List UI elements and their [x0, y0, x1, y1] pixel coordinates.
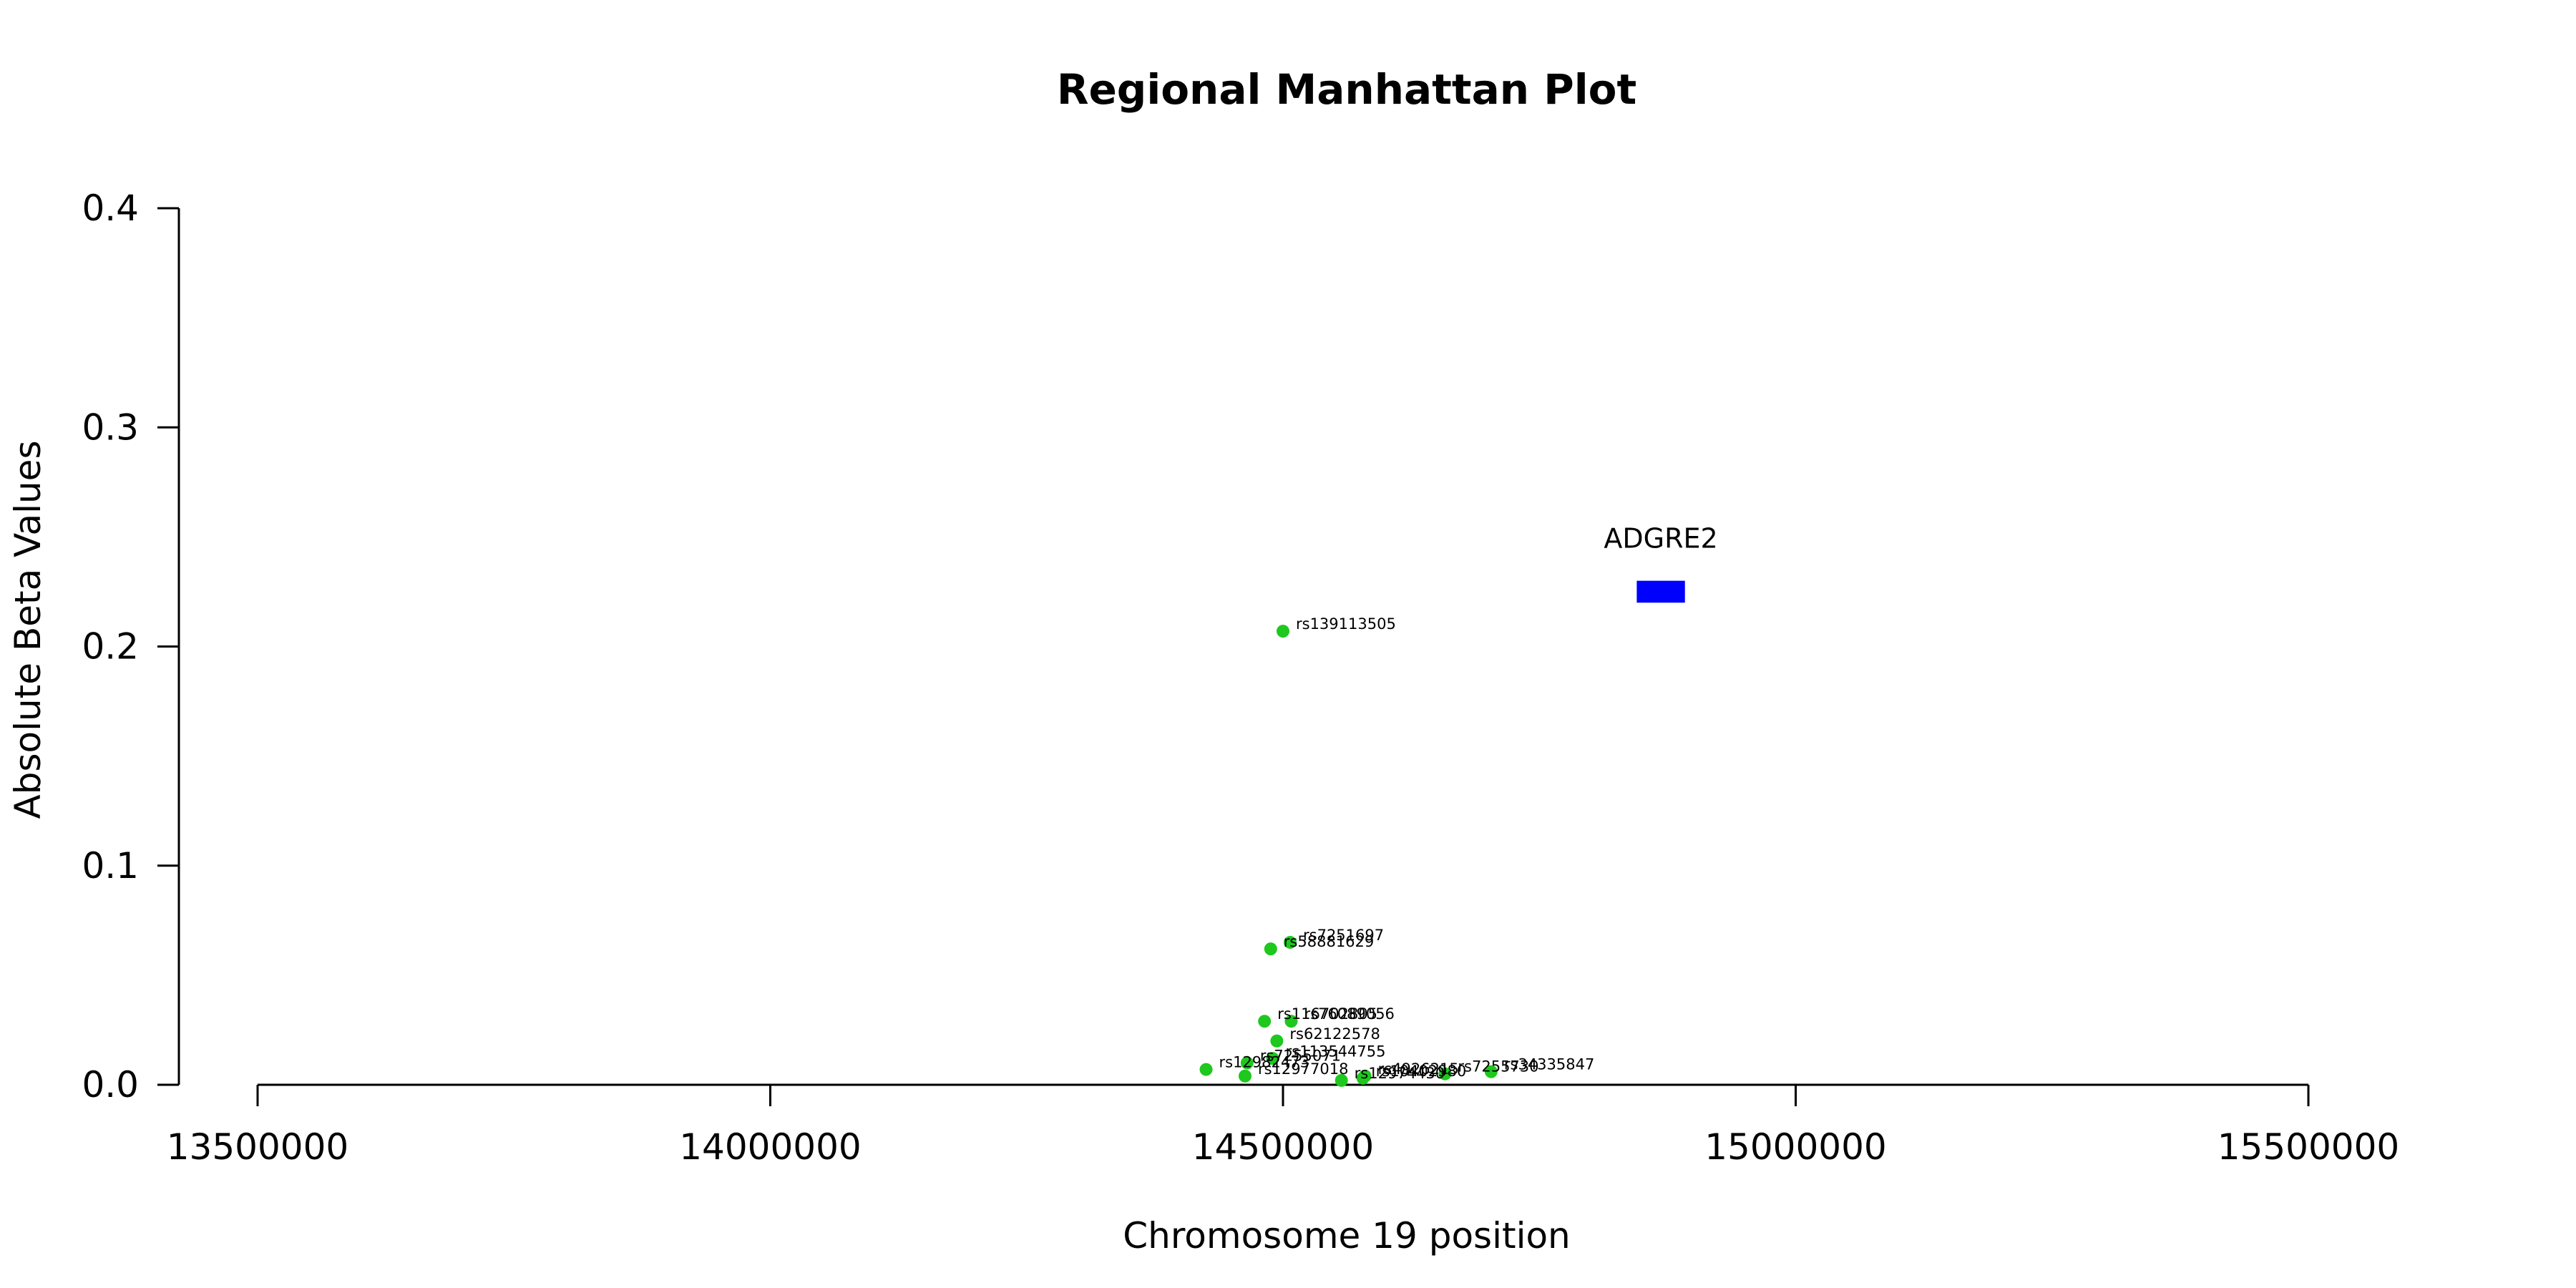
snp-label: rs10402980 — [1376, 1063, 1466, 1080]
snp-label: rs116702805 — [1277, 1005, 1377, 1023]
snp-point — [1199, 1063, 1213, 1076]
snp-point — [1484, 1065, 1498, 1078]
snp-label: rs7255071 — [1260, 1047, 1341, 1064]
y-tick-label: 0.2 — [82, 626, 139, 668]
snp-point — [1284, 1015, 1298, 1028]
snp-label: rs7251697 — [1303, 927, 1384, 944]
y-tick-label: 0.3 — [82, 406, 139, 448]
snp-point — [1356, 1071, 1370, 1085]
snp-point — [1240, 1056, 1254, 1070]
snp-label: rs7255730 — [1458, 1058, 1538, 1075]
gene-track: ADGRE2 — [1604, 523, 1718, 603]
snp-points — [1199, 625, 1498, 1087]
snp-point — [1266, 1052, 1279, 1065]
gene-rect-adgre2 — [1636, 580, 1685, 603]
snp-label: rs34335847 — [1504, 1056, 1594, 1073]
x-tick-label: 14000000 — [679, 1126, 862, 1168]
snp-label: rs12977018 — [1258, 1060, 1348, 1078]
snp-label: rs12974430 — [1355, 1065, 1445, 1082]
y-tick-label: 0.1 — [82, 845, 139, 887]
snp-label: rs4926215 — [1378, 1060, 1459, 1078]
snp-point — [1264, 942, 1277, 956]
x-tick-label: 14500000 — [1192, 1126, 1375, 1168]
snp-label: rs12982473 — [1219, 1054, 1309, 1071]
snp-point — [1277, 625, 1289, 638]
y-axis-label: Absolute Beta Values — [7, 441, 49, 819]
snp-point — [1284, 935, 1297, 949]
snp-label: rs76089056 — [1304, 1005, 1394, 1023]
x-tick-label: 15500000 — [2218, 1126, 2400, 1168]
snp-point — [1238, 1069, 1252, 1083]
snp-label: rs113544755 — [1286, 1043, 1386, 1060]
snp-point — [1335, 1073, 1348, 1087]
snp-label: rs62122578 — [1289, 1025, 1380, 1043]
x-axis-label: Chromosome 19 position — [1123, 1215, 1571, 1257]
x-tick-label: 13500000 — [167, 1126, 349, 1168]
y-axis: 0.0 0.1 0.2 0.3 0.4 — [82, 187, 180, 1106]
snp-label: rs58881629 — [1284, 933, 1374, 950]
snp-point — [1270, 1034, 1284, 1048]
snp-label: rs139113505 — [1296, 615, 1396, 633]
gene-label: ADGRE2 — [1604, 523, 1717, 555]
chart-title: Regional Manhattan Plot — [1057, 65, 1636, 114]
x-axis: 13500000 14000000 14500000 15000000 15500000 — [167, 1083, 2400, 1168]
y-tick-label: 0.4 — [82, 187, 139, 229]
y-tick-label: 0.0 — [82, 1064, 139, 1106]
snp-point — [1258, 1015, 1272, 1028]
x-tick-label: 15000000 — [1704, 1126, 1887, 1168]
snp-point — [1438, 1067, 1452, 1080]
